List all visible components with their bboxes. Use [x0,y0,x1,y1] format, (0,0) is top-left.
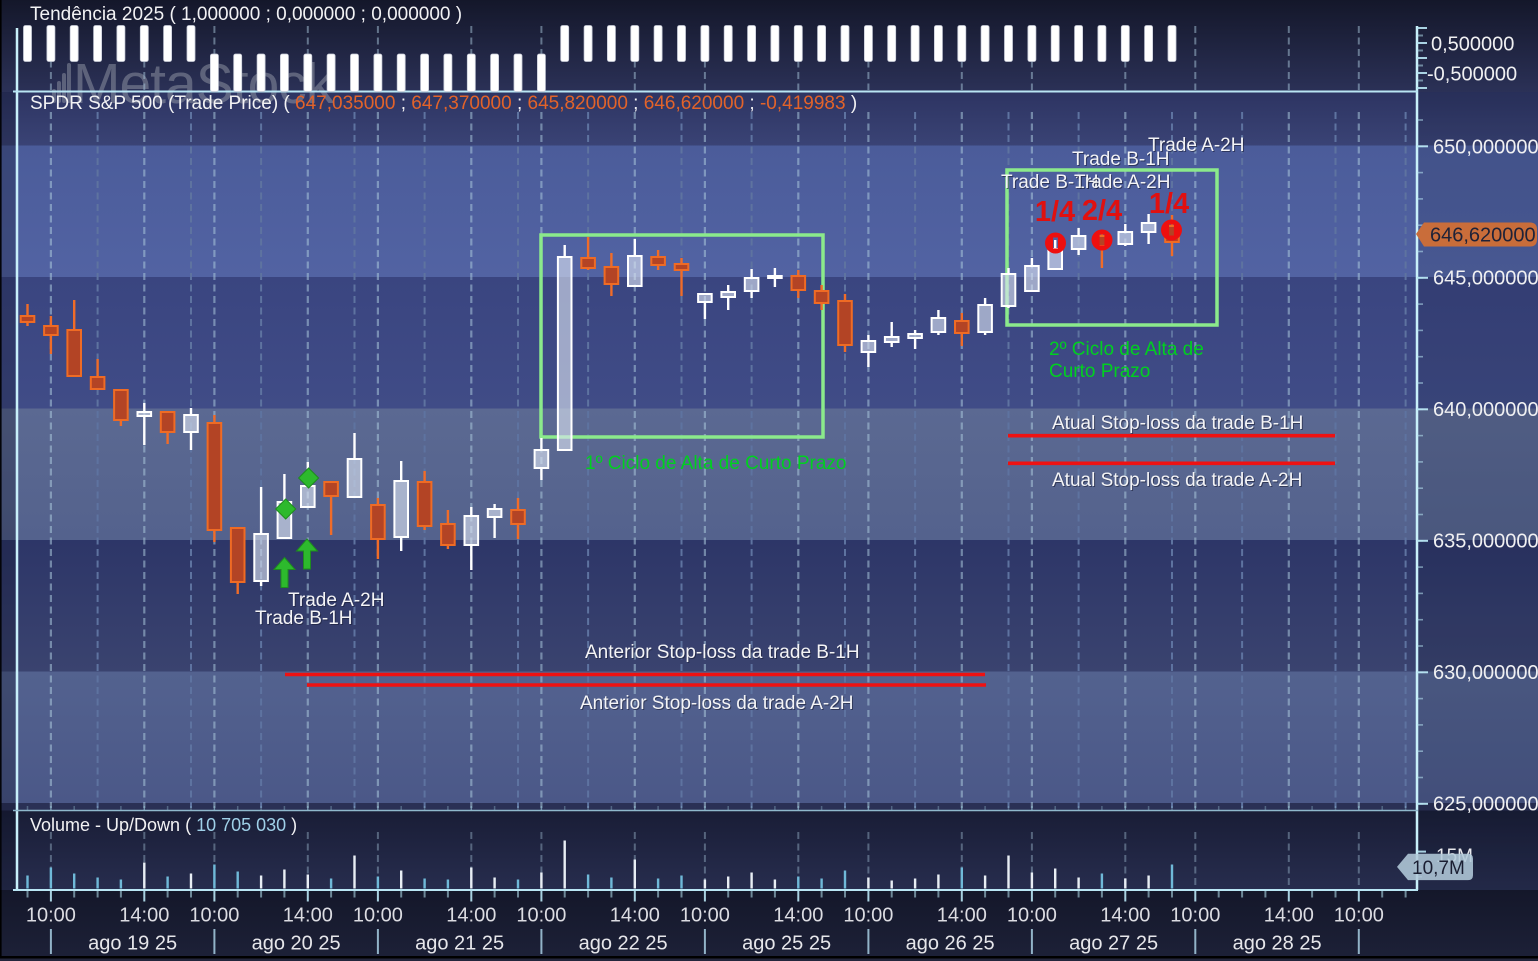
svg-text:Trade B-1H: Trade B-1H [256,609,354,630]
svg-text:Tendência 2025 ( 1,000000 ;: Tendência 2025 ( 1,000000 ; 0,000000 ; 0… [30,4,462,25]
svg-text:10:00: 10:00 [1170,905,1220,927]
svg-text:ago 22 25: ago 22 25 [579,933,668,955]
svg-text:14:00: 14:00 [773,905,823,927]
svg-text:ago 19 25: ago 19 25 [88,933,177,955]
svg-text:646,620000: 646,620000 [1430,225,1536,247]
svg-text:Atual Stop-loss da trade B-1H: Atual Stop-loss da trade B-1H [1052,413,1303,434]
svg-text:10:00: 10:00 [353,905,403,927]
svg-text:10:00: 10:00 [189,905,239,927]
svg-text:Atual Stop-loss da trade A-2H: Atual Stop-loss da trade A-2H [1052,470,1302,491]
svg-text:ago 25 25: ago 25 25 [742,933,831,955]
svg-text:ago 20 25: ago 20 25 [252,933,341,955]
svg-text:Trade A-2H: Trade A-2H [289,591,385,612]
svg-text:Anterior Stop-loss da trade A-: Anterior Stop-loss da trade A-2H [580,693,854,714]
svg-text:14:00: 14:00 [937,905,987,927]
svg-text:ago 21 25: ago 21 25 [415,933,504,955]
svg-text:640,000000: 640,000000 [1433,399,1538,421]
svg-text:14:00: 14:00 [610,905,660,927]
svg-text:SPDR S&P 500 (Trade Price): SPDR S&P 500 (Trade Price) ( 647,035000 … [30,93,857,114]
svg-text:1/4: 1/4 [1035,196,1075,228]
svg-text:Volume - Up/Down ( 10 705 030: Volume - Up/Down ( 10 705 030 ) [30,815,297,835]
svg-text:625,000000: 625,000000 [1433,794,1538,816]
svg-text:10:00: 10:00 [1334,905,1384,927]
svg-text:Trade B-1H: Trade B-1H [255,608,353,629]
svg-text:14:00: 14:00 [1100,905,1150,927]
svg-text:10:00: 10:00 [1007,905,1057,927]
svg-text:14:00: 14:00 [446,905,496,927]
svg-text:Trade A-2H: Trade A-2H [1149,136,1245,157]
svg-text:Trade B-1H: Trade B-1H [1072,149,1170,170]
svg-text:14:00: 14:00 [283,905,333,927]
svg-text:Atual Stop-loss da trade A-2H: Atual Stop-loss da trade A-2H [1053,471,1303,492]
svg-text:Trade B-1H: Trade B-1H [1073,150,1171,171]
svg-text:-0,500000: -0,500000 [1427,63,1517,85]
svg-text:1º Ciclo de Alta de Curto Praz: 1º Ciclo de Alta de Curto Prazo [585,453,846,474]
svg-text:0,500000: 0,500000 [1431,33,1514,55]
svg-text:Trade B-1H: Trade B-1H [1002,173,1100,194]
svg-text:Curto Prazo: Curto Prazo [1049,361,1150,382]
svg-text:10:00: 10:00 [843,905,893,927]
svg-text:ago 28 25: ago 28 25 [1233,933,1322,955]
svg-text:Anterior Stop-loss da trade A-: Anterior Stop-loss da trade A-2H [581,694,855,715]
svg-text:Trade A-2H: Trade A-2H [1074,172,1170,193]
svg-text:14:00: 14:00 [1264,905,1314,927]
svg-text:2º Ciclo de Alta de: 2º Ciclo de Alta de [1049,339,1204,360]
svg-text:635,000000: 635,000000 [1433,531,1538,553]
svg-text:Anterior Stop-loss da trade B-: Anterior Stop-loss da trade B-1H [586,643,861,664]
svg-text:10:00: 10:00 [680,905,730,927]
svg-text:Anterior Stop-loss da trade B-: Anterior Stop-loss da trade B-1H [585,642,860,663]
svg-text:MetaStock: MetaStock [73,52,335,116]
svg-text:630,000000: 630,000000 [1433,662,1538,684]
svg-text:ago 26 25: ago 26 25 [906,933,995,955]
svg-text:Trade A-2H: Trade A-2H [1075,173,1171,194]
svg-text:14:00: 14:00 [119,905,169,927]
svg-text:Trade A-2H: Trade A-2H [1148,135,1244,156]
svg-text:Trade B-1H: Trade B-1H [1001,172,1099,193]
svg-text:10:00: 10:00 [516,905,566,927]
svg-text:650,000000: 650,000000 [1433,136,1538,158]
svg-text:1/4: 1/4 [1149,188,1189,220]
svg-text:Atual Stop-loss da trade B-1H: Atual Stop-loss da trade B-1H [1053,414,1304,435]
svg-text:Trade A-2H: Trade A-2H [288,590,384,611]
svg-text:2/4: 2/4 [1082,195,1122,227]
svg-text:10:00: 10:00 [26,905,76,927]
svg-text:ago 27 25: ago 27 25 [1069,933,1158,955]
svg-text:645,000000: 645,000000 [1433,268,1538,290]
svg-text:10,7M: 10,7M [1412,858,1465,879]
